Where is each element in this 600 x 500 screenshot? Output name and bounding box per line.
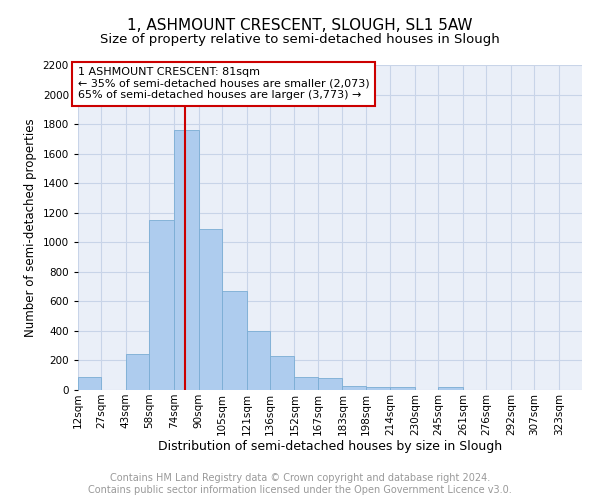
Bar (247, 331, 270, 390)
Text: Contains HM Land Registry data © Crown copyright and database right 2024.
Contai: Contains HM Land Registry data © Crown c… (88, 474, 512, 495)
Bar (149, 220, 174, 390)
Bar (222, 291, 247, 390)
Bar (365, 387, 390, 390)
Bar (438, 387, 463, 390)
Bar (174, 130, 199, 390)
Text: 1, ASHMOUNT CRESCENT, SLOUGH, SL1 5AW: 1, ASHMOUNT CRESCENT, SLOUGH, SL1 5AW (127, 18, 473, 32)
Text: 1 ASHMOUNT CRESCENT: 81sqm
← 35% of semi-detached houses are smaller (2,073)
65%: 1 ASHMOUNT CRESCENT: 81sqm ← 35% of semi… (78, 67, 370, 100)
Y-axis label: Number of semi-detached properties: Number of semi-detached properties (24, 118, 37, 337)
Bar (199, 229, 222, 390)
Bar (126, 354, 149, 390)
Bar (270, 356, 295, 390)
Text: Size of property relative to semi-detached houses in Slough: Size of property relative to semi-detach… (100, 32, 500, 46)
Bar (295, 376, 317, 390)
Bar (343, 386, 365, 390)
Bar (317, 378, 343, 390)
Bar (78, 376, 101, 390)
X-axis label: Distribution of semi-detached houses by size in Slough: Distribution of semi-detached houses by … (158, 440, 502, 454)
Bar (390, 387, 415, 390)
